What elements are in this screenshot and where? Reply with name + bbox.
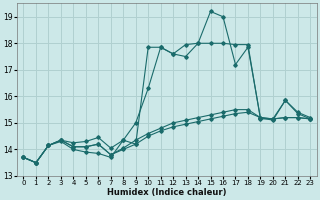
X-axis label: Humidex (Indice chaleur): Humidex (Indice chaleur) (107, 188, 227, 197)
